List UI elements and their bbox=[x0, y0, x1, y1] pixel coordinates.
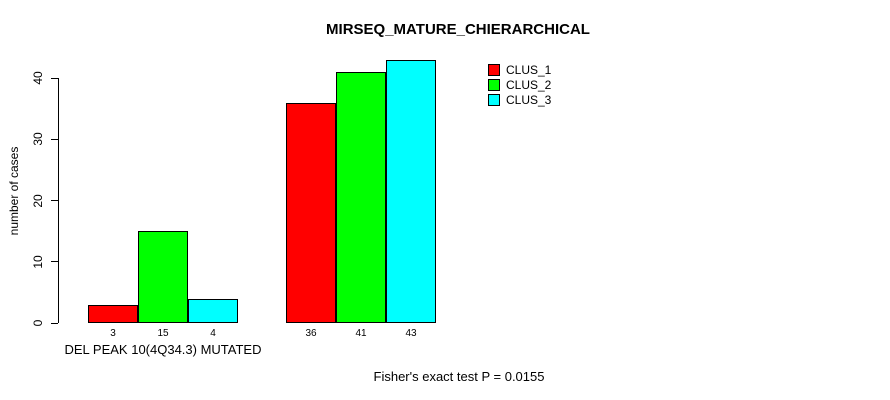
legend-label: CLUS_2 bbox=[506, 78, 552, 92]
bar-value-label: 36 bbox=[305, 328, 317, 339]
legend-swatch bbox=[488, 79, 500, 91]
bar bbox=[138, 231, 188, 323]
y-tick bbox=[51, 77, 58, 79]
legend-item: CLUS_2 bbox=[488, 79, 551, 91]
y-tick-label: 0 bbox=[31, 319, 45, 327]
bar-value-label: 3 bbox=[110, 328, 116, 339]
bar bbox=[88, 304, 138, 323]
x-axis-label: DEL PEAK 10(4Q34.3) MUTATED bbox=[64, 342, 262, 357]
chart-title: MIRSEQ_MATURE_CHIERARCHICAL bbox=[326, 21, 590, 38]
y-tick-label: 20 bbox=[31, 193, 45, 208]
annotation-text: Fisher's exact test P = 0.0155 bbox=[373, 369, 545, 384]
y-tick bbox=[51, 138, 58, 140]
y-tick bbox=[51, 322, 58, 324]
legend-item: CLUS_3 bbox=[488, 94, 551, 106]
bar bbox=[336, 72, 386, 323]
bar bbox=[386, 59, 436, 323]
y-tick-label: 30 bbox=[31, 132, 45, 147]
bar bbox=[286, 102, 336, 323]
bar bbox=[188, 298, 238, 323]
legend-item: CLUS_1 bbox=[488, 64, 551, 76]
y-tick-label: 10 bbox=[31, 255, 45, 269]
legend-label: CLUS_3 bbox=[506, 93, 552, 107]
bar-value-label: 41 bbox=[355, 328, 367, 339]
bar-value-label: 15 bbox=[157, 328, 169, 339]
y-axis-line bbox=[58, 78, 59, 323]
legend-label: CLUS_1 bbox=[506, 63, 552, 77]
y-axis-label: number of cases bbox=[7, 146, 21, 236]
legend: CLUS_1 CLUS_2 CLUS_3 bbox=[488, 64, 551, 109]
bar-value-label: 4 bbox=[210, 328, 216, 339]
legend-swatch bbox=[488, 64, 500, 76]
bar-value-label: 43 bbox=[405, 328, 417, 339]
y-tick bbox=[51, 261, 58, 263]
y-tick bbox=[51, 200, 58, 202]
legend-swatch bbox=[488, 94, 500, 106]
y-tick-label: 40 bbox=[31, 71, 45, 85]
